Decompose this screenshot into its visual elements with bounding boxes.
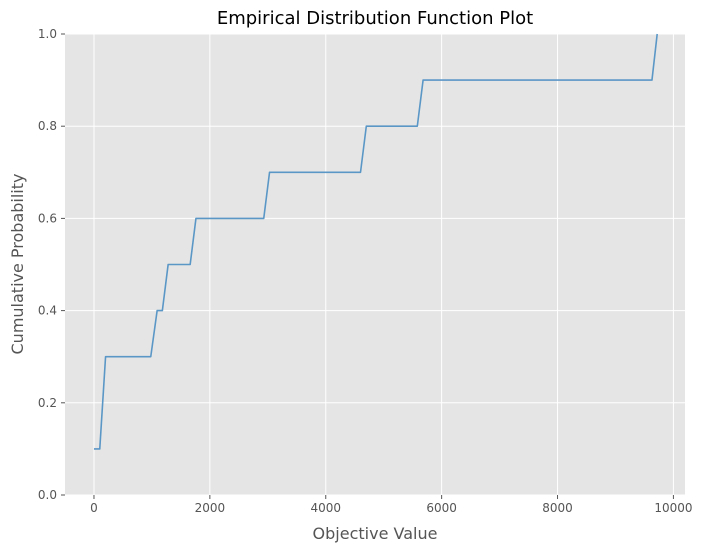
x-tick-label: 4000 [310, 501, 341, 515]
grid-lines [65, 33, 685, 496]
y-tick-label: 0.4 [38, 304, 57, 318]
y-tick-label: 0.2 [38, 396, 57, 410]
x-tick-label: 8000 [542, 501, 573, 515]
series-layer [93, 33, 658, 450]
x-axis-label: Objective Value [313, 524, 438, 543]
y-tick-label: 0.8 [38, 119, 57, 133]
y-axis-ticks: 0.0 0.2 0.4 0.6 0.8 1.0 [38, 27, 65, 502]
x-tick-label: 0 [90, 501, 98, 515]
x-tick-label: 2000 [195, 501, 226, 515]
y-tick-label: 0.6 [38, 211, 57, 225]
x-axis-ticks: 0 2000 4000 6000 8000 10000 [90, 495, 693, 515]
y-tick-label: 1.0 [38, 27, 57, 41]
ecdf-series-line [93, 33, 658, 450]
x-tick-label: 10000 [654, 501, 692, 515]
y-axis-label: Cumulative Probability [8, 174, 27, 355]
plot-background [65, 34, 685, 495]
y-tick-label: 0.0 [38, 488, 57, 502]
chart-title: Empirical Distribution Function Plot [217, 8, 533, 29]
x-tick-label: 6000 [426, 501, 457, 515]
